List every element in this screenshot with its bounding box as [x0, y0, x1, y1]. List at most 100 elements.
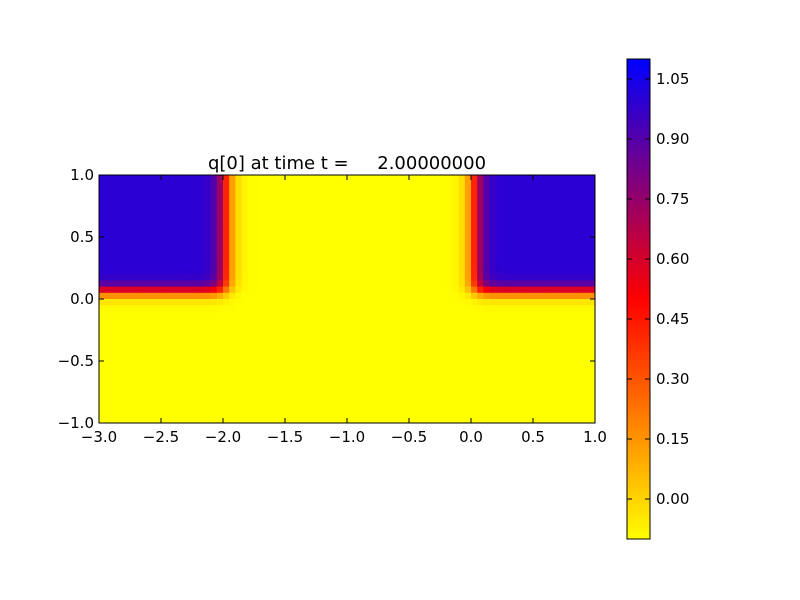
- heatmap-cell: [588, 181, 596, 188]
- heatmap-cell: [545, 206, 552, 213]
- heatmap-cell: [508, 342, 515, 349]
- heatmap-cell: [136, 336, 143, 343]
- heatmap-cell: [285, 379, 292, 387]
- heatmap-cell: [409, 323, 416, 331]
- heatmap-cell: [328, 280, 335, 287]
- heatmap-cell: [198, 292, 205, 300]
- heatmap-cell: [576, 299, 583, 306]
- heatmap-cell: [272, 398, 280, 405]
- heatmap-cell: [365, 181, 373, 188]
- heatmap-cell: [371, 404, 379, 411]
- heatmap-cell: [130, 212, 137, 219]
- heatmap-cell: [185, 187, 193, 194]
- heatmap-cell: [142, 193, 149, 201]
- heatmap-cell: [471, 373, 478, 380]
- heatmap-cell: [167, 416, 174, 424]
- heatmap-cell: [533, 385, 540, 393]
- heatmap-cell: [508, 292, 515, 300]
- x-tick-label: −2.5: [143, 428, 179, 446]
- heatmap-cell: [471, 261, 478, 269]
- heatmap-cell: [322, 243, 329, 250]
- heatmap-cell: [105, 416, 112, 424]
- heatmap-cell: [142, 392, 149, 399]
- heatmap-cell: [359, 268, 366, 275]
- heatmap-cell: [545, 317, 552, 325]
- heatmap-cell: [272, 323, 280, 331]
- heatmap-cell: [446, 299, 453, 306]
- heatmap-cell: [539, 404, 546, 411]
- heatmap-cell: [142, 181, 149, 188]
- heatmap-cell: [452, 348, 459, 356]
- heatmap-cell: [502, 317, 509, 325]
- heatmap-cell: [105, 342, 112, 349]
- heatmap-cell: [551, 218, 559, 225]
- heatmap-cell: [378, 348, 385, 356]
- heatmap-cell: [285, 230, 292, 238]
- heatmap-cell: [514, 379, 521, 387]
- heatmap-cell: [247, 243, 255, 250]
- heatmap-cell: [235, 193, 242, 201]
- heatmap-cell: [210, 237, 218, 244]
- heatmap-cell: [440, 385, 447, 393]
- heatmap-cell: [99, 255, 106, 263]
- heatmap-cell: [241, 323, 249, 331]
- heatmap-cell: [495, 218, 503, 225]
- heatmap-cell: [526, 373, 534, 380]
- heatmap-cell: [526, 361, 534, 368]
- heatmap-cell: [278, 218, 286, 225]
- heatmap-cell: [533, 299, 540, 306]
- heatmap-cell: [99, 199, 106, 207]
- heatmap-cell: [309, 379, 317, 387]
- heatmap-cell: [409, 410, 416, 418]
- heatmap-cell: [198, 224, 205, 232]
- heatmap-cell: [185, 237, 193, 244]
- heatmap-cell: [347, 361, 354, 368]
- colorbar-strip: [627, 435, 650, 440]
- heatmap-cell: [427, 323, 435, 331]
- colorbar-strip: [627, 503, 650, 508]
- heatmap-cell: [402, 317, 410, 325]
- heatmap-cell: [216, 379, 224, 387]
- heatmap-cell: [533, 280, 540, 287]
- heatmap-cell: [316, 373, 323, 380]
- heatmap-cell: [353, 361, 360, 368]
- heatmap-cell: [334, 361, 342, 368]
- heatmap-cell: [520, 354, 528, 362]
- heatmap-cell: [105, 398, 112, 405]
- heatmap-cell: [371, 230, 379, 238]
- heatmap-cell: [316, 237, 323, 244]
- heatmap-cell: [123, 268, 131, 275]
- colorbar-strip: [627, 535, 650, 540]
- heatmap-cell: [105, 243, 112, 250]
- heatmap-cell: [322, 274, 329, 281]
- heatmap-cell: [204, 206, 211, 213]
- heatmap-cell: [340, 367, 348, 374]
- heatmap-cell: [216, 342, 224, 349]
- heatmap-cell: [328, 330, 335, 337]
- heatmap-cell: [303, 305, 311, 312]
- colorbar-strip: [627, 195, 650, 200]
- heatmap-cell: [148, 348, 156, 356]
- heatmap-cell: [464, 385, 472, 393]
- heatmap-cell: [272, 354, 280, 362]
- heatmap-cell: [216, 206, 224, 213]
- heatmap-cell: [99, 392, 106, 399]
- heatmap-cell: [328, 230, 335, 238]
- heatmap-cell: [328, 261, 335, 269]
- heatmap-cell: [576, 416, 583, 424]
- heatmap-cell: [272, 261, 280, 269]
- heatmap-cell: [241, 255, 249, 263]
- heatmap-cell: [154, 404, 162, 411]
- heatmap-cell: [322, 404, 329, 411]
- heatmap-cell: [241, 274, 249, 281]
- heatmap-cell: [483, 361, 490, 368]
- heatmap-cell: [514, 243, 521, 250]
- heatmap-cell: [154, 193, 162, 201]
- heatmap-cell: [216, 230, 224, 238]
- heatmap-cell: [551, 330, 559, 337]
- heatmap-cell: [123, 274, 131, 281]
- heatmap-cell: [309, 274, 317, 281]
- heatmap-cell: [229, 416, 236, 424]
- heatmap-cell: [235, 348, 242, 356]
- heatmap-cell: [229, 385, 236, 393]
